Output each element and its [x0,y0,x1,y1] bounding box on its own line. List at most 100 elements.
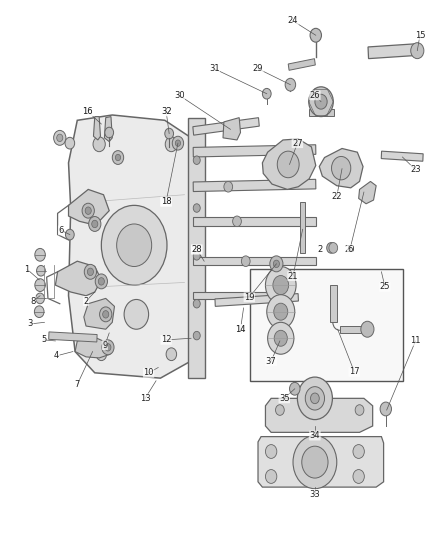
Circle shape [352,445,364,458]
Circle shape [410,43,423,59]
Polygon shape [193,216,315,226]
Text: 31: 31 [208,64,219,73]
Text: 32: 32 [160,107,171,116]
Circle shape [35,248,45,261]
Circle shape [272,276,288,295]
Circle shape [101,205,166,285]
Polygon shape [288,59,314,70]
Circle shape [175,140,180,147]
Circle shape [360,321,373,337]
Circle shape [265,445,276,458]
Circle shape [328,243,337,253]
Polygon shape [265,398,372,432]
Polygon shape [68,115,188,378]
Polygon shape [75,338,112,358]
Text: 5: 5 [41,335,46,344]
Text: 29: 29 [252,64,263,73]
Text: 28: 28 [191,245,201,254]
Circle shape [193,332,200,340]
Text: 4: 4 [54,351,59,360]
Circle shape [223,181,232,192]
Circle shape [275,405,284,415]
Text: 21: 21 [287,272,297,280]
Polygon shape [49,332,97,342]
Text: 18: 18 [160,197,171,206]
Polygon shape [318,149,362,188]
Circle shape [262,88,271,99]
Circle shape [92,220,98,228]
Circle shape [35,279,45,292]
Circle shape [379,402,391,416]
Text: 15: 15 [414,31,424,40]
Text: 28: 28 [191,245,201,254]
Text: 34: 34 [309,431,319,440]
Polygon shape [300,201,304,253]
Circle shape [124,300,148,329]
Polygon shape [55,261,101,296]
Text: 30: 30 [173,91,184,100]
Text: 10: 10 [143,368,153,377]
Circle shape [117,224,151,266]
Polygon shape [193,179,315,191]
Circle shape [34,306,44,318]
Text: 22: 22 [331,192,341,201]
Polygon shape [84,298,114,329]
Circle shape [309,28,321,42]
Circle shape [232,216,241,227]
Circle shape [57,134,63,142]
Polygon shape [258,437,383,487]
Text: 32: 32 [160,107,171,116]
Polygon shape [223,118,240,140]
Circle shape [297,377,332,419]
Text: 17: 17 [348,367,359,376]
Polygon shape [380,151,422,161]
Circle shape [266,295,294,329]
Text: 14: 14 [235,325,245,334]
Circle shape [53,131,66,146]
Text: 11: 11 [410,336,420,345]
Circle shape [105,344,111,351]
Text: 27: 27 [291,139,302,148]
Circle shape [314,94,326,109]
Circle shape [354,405,363,415]
Polygon shape [193,145,315,157]
Circle shape [35,293,44,304]
Circle shape [274,330,287,346]
Circle shape [277,151,298,177]
Bar [187,118,205,378]
Polygon shape [215,294,298,306]
Circle shape [88,216,101,231]
Text: 8: 8 [30,296,35,305]
Text: 1: 1 [24,265,29,273]
Circle shape [331,157,350,180]
Circle shape [172,136,183,150]
Circle shape [301,446,327,478]
Circle shape [310,393,318,403]
Polygon shape [93,117,100,140]
Text: 24: 24 [287,17,297,26]
Text: 23: 23 [409,165,420,174]
Circle shape [115,155,120,161]
Circle shape [82,203,94,218]
Polygon shape [193,257,315,265]
Text: 3: 3 [28,319,33,328]
Circle shape [308,87,332,117]
Text: 2: 2 [83,296,88,305]
Polygon shape [339,326,365,333]
Circle shape [84,264,96,279]
Circle shape [352,470,364,483]
Polygon shape [104,117,112,142]
Circle shape [95,274,107,289]
Text: 12: 12 [160,335,171,344]
Text: 18: 18 [160,197,171,206]
Circle shape [193,252,200,260]
Text: 2: 2 [317,245,322,254]
Circle shape [85,207,91,214]
Circle shape [99,307,112,322]
Text: 14: 14 [235,325,245,334]
Circle shape [102,311,109,318]
Circle shape [166,348,176,361]
Circle shape [304,386,324,410]
Text: 7: 7 [74,380,80,389]
Circle shape [65,229,74,240]
